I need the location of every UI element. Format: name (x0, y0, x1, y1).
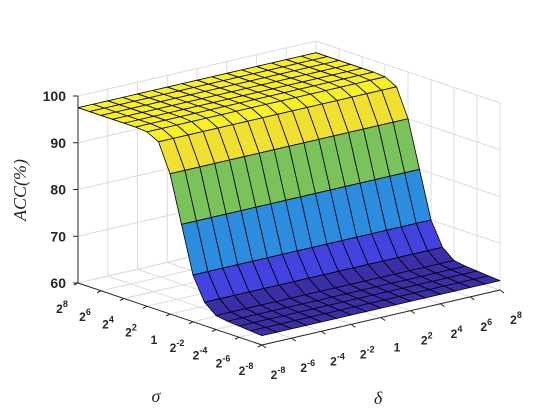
tick-label: 24 (102, 315, 114, 332)
tick-exponent: 8 (63, 299, 68, 309)
tick-mark (165, 313, 171, 317)
tick-mark (440, 303, 445, 308)
tick-label: 1 (394, 341, 401, 355)
tick-label: 1 (151, 333, 158, 347)
tick-label: 2-6 (300, 358, 315, 375)
tick-mark (261, 344, 267, 349)
surface (77, 52, 501, 337)
tick-exponent: -6 (222, 353, 230, 363)
tick-exponent: 2 (132, 322, 137, 332)
tick-exponent: -4 (337, 351, 345, 361)
tick-label: 26 (79, 307, 91, 324)
axes: 2-8 2-6 2-4 2-2 1 22 24 26 282-82-62-42-21222426… (43, 88, 522, 382)
tick-exponent: 8 (517, 310, 522, 320)
tick-exponent: 6 (86, 307, 91, 317)
tick-mark (321, 330, 326, 335)
tick-label: 28 (56, 299, 68, 316)
z-tick-label: 90 (50, 135, 66, 151)
z-tick-label: 70 (50, 228, 66, 244)
x-axis-label: δ (374, 388, 383, 408)
tick-label: 28 (510, 310, 522, 327)
tick-exponent: -2 (176, 338, 184, 348)
tick-exponent: -2 (367, 344, 375, 354)
tick-mark (350, 323, 356, 328)
tick-label: 2-8 (271, 365, 286, 382)
tick-mark (291, 337, 297, 342)
z-tick-label: 60 (50, 275, 66, 291)
tick-mark (499, 289, 505, 294)
tick-exponent: -8 (245, 361, 253, 371)
tick-label: 2-6 (216, 353, 231, 370)
tick-mark (234, 336, 240, 340)
tick-label: 26 (480, 317, 492, 334)
tick-mark (410, 310, 416, 315)
tick-mark (96, 290, 102, 294)
tick-exponent: -4 (199, 346, 207, 356)
y-axis-label: σ (152, 386, 162, 406)
tick-label: 2-8 (239, 361, 254, 378)
tick-mark (119, 298, 125, 301)
tick-label: 24 (451, 324, 463, 341)
tick-mark (188, 321, 194, 325)
tick-mark (469, 296, 475, 301)
tick-exponent: 4 (109, 315, 114, 325)
z-tick-label: 80 (50, 182, 66, 198)
tick-label: 2-2 (360, 344, 375, 361)
tick-exponent: 4 (457, 324, 462, 334)
tick-label: 2-4 (193, 346, 208, 363)
tick-exponent: 2 (428, 331, 433, 341)
tick-label: 22 (421, 331, 433, 348)
tick-mark (380, 317, 386, 321)
tick-mark (211, 329, 217, 332)
surface-face (250, 327, 278, 337)
tick-mark (257, 344, 263, 348)
z-tick-label: 100 (43, 88, 67, 104)
tick-exponent: -6 (307, 358, 315, 368)
tick-exponent: 6 (487, 317, 492, 327)
tick-exponent: -8 (277, 365, 285, 375)
z-axis-label: ACC(%) (10, 159, 31, 222)
tick-label: 2-4 (330, 351, 345, 368)
tick-label: 2-2 (170, 338, 185, 355)
tick-label: 22 (125, 322, 137, 339)
tick-mark (142, 305, 148, 309)
